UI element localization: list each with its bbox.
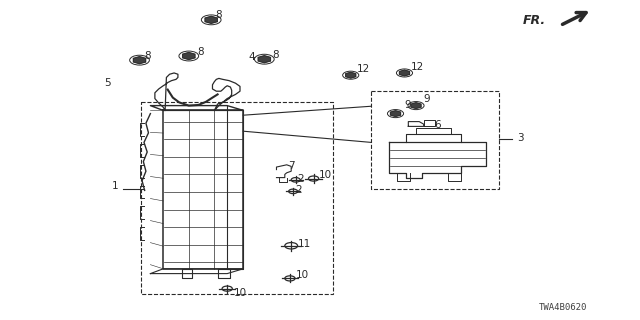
Text: 5: 5	[104, 78, 111, 88]
Text: 8: 8	[216, 10, 222, 20]
Polygon shape	[390, 111, 401, 116]
Text: 12: 12	[411, 61, 424, 72]
Text: 10: 10	[319, 170, 332, 180]
Bar	[141, 102, 333, 294]
Polygon shape	[399, 70, 410, 76]
Text: 12: 12	[357, 64, 371, 74]
Bar	[371, 91, 499, 189]
Text: 9: 9	[424, 93, 430, 104]
Text: 2: 2	[296, 185, 302, 196]
Polygon shape	[205, 16, 218, 23]
Text: 6: 6	[434, 120, 440, 131]
Text: 8: 8	[272, 50, 278, 60]
Text: 10: 10	[296, 269, 309, 280]
Text: 7: 7	[288, 161, 294, 171]
Text: 8: 8	[145, 51, 151, 61]
Text: 2: 2	[298, 173, 304, 184]
Text: 11: 11	[298, 239, 311, 249]
Text: 9: 9	[404, 100, 411, 110]
Polygon shape	[133, 57, 146, 64]
Text: FR.: FR.	[523, 14, 546, 27]
Text: 1: 1	[112, 181, 118, 191]
Text: 10: 10	[234, 288, 247, 298]
Text: TWA4B0620: TWA4B0620	[539, 303, 588, 312]
Polygon shape	[346, 72, 356, 78]
Text: 8: 8	[197, 47, 204, 57]
Polygon shape	[258, 56, 271, 63]
Text: 4: 4	[248, 52, 255, 62]
Text: 3: 3	[517, 133, 524, 143]
Polygon shape	[182, 52, 195, 60]
Polygon shape	[411, 103, 421, 108]
